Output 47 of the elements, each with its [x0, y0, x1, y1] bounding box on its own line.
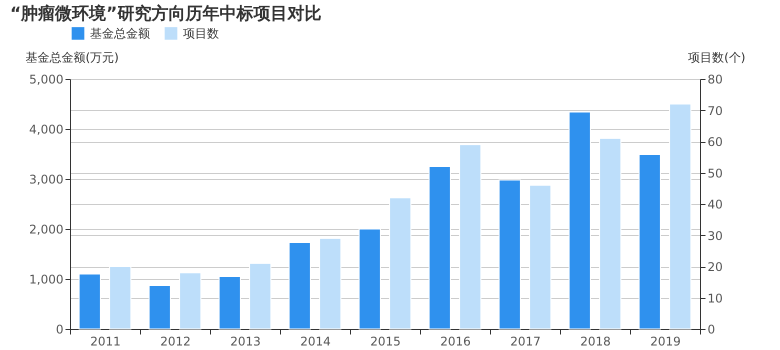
bar — [529, 184, 552, 330]
bar — [568, 112, 591, 330]
bar — [218, 276, 241, 330]
y2-tick-label: 50 — [708, 166, 723, 180]
y2-tick-label: 10 — [708, 291, 723, 306]
x-tick-label: 2011 — [90, 334, 121, 348]
bar — [498, 180, 521, 330]
x-tick-label: 2019 — [650, 334, 681, 348]
legend-label: 基金总金额 — [90, 26, 150, 40]
x-tick-label: 2015 — [370, 334, 401, 348]
x-tick-label: 2013 — [230, 334, 261, 348]
bar — [669, 104, 692, 330]
legend-label: 项目数 — [183, 26, 219, 40]
bar — [78, 274, 101, 330]
x-tick-label: 2014 — [300, 334, 331, 348]
y-tick-label: 5,000 — [29, 72, 64, 86]
bar — [249, 262, 272, 330]
y-tick-label: 4,000 — [29, 122, 64, 136]
x-tick-label: 2017 — [510, 334, 541, 348]
x-tick-label: 2018 — [580, 334, 611, 348]
y2-tick-label: 0 — [708, 322, 716, 336]
bar — [358, 228, 381, 330]
bar — [109, 266, 132, 330]
bar — [599, 138, 622, 330]
x-tick-label: 2016 — [440, 334, 471, 348]
bar — [459, 144, 482, 330]
y2-axis-title: 项目数(个) — [688, 50, 746, 64]
bar — [148, 285, 171, 330]
bar — [638, 154, 661, 330]
y-tick-label: 3,000 — [29, 172, 64, 186]
x-tick-label: 2012 — [160, 334, 191, 348]
bar — [428, 166, 451, 330]
y2-tick-label: 60 — [708, 135, 723, 149]
y-tick-label: 0 — [56, 322, 64, 336]
y2-tick-label: 30 — [708, 228, 723, 243]
bar — [288, 242, 311, 330]
y-tick-label: 1,000 — [29, 272, 64, 286]
y2-tick-label: 40 — [708, 198, 723, 212]
y2-tick-label: 20 — [708, 260, 723, 274]
bar — [319, 238, 342, 330]
chart-title: “肿瘤微环境”研究方向历年中标项目对比 — [10, 4, 322, 24]
y-tick-label: 2,000 — [29, 222, 64, 236]
bar — [389, 197, 412, 330]
y2-tick-label: 80 — [708, 72, 723, 86]
y2-tick-label: 70 — [708, 104, 723, 118]
bar — [179, 272, 202, 330]
y-axis-title: 基金总金额(万元) — [26, 50, 119, 64]
